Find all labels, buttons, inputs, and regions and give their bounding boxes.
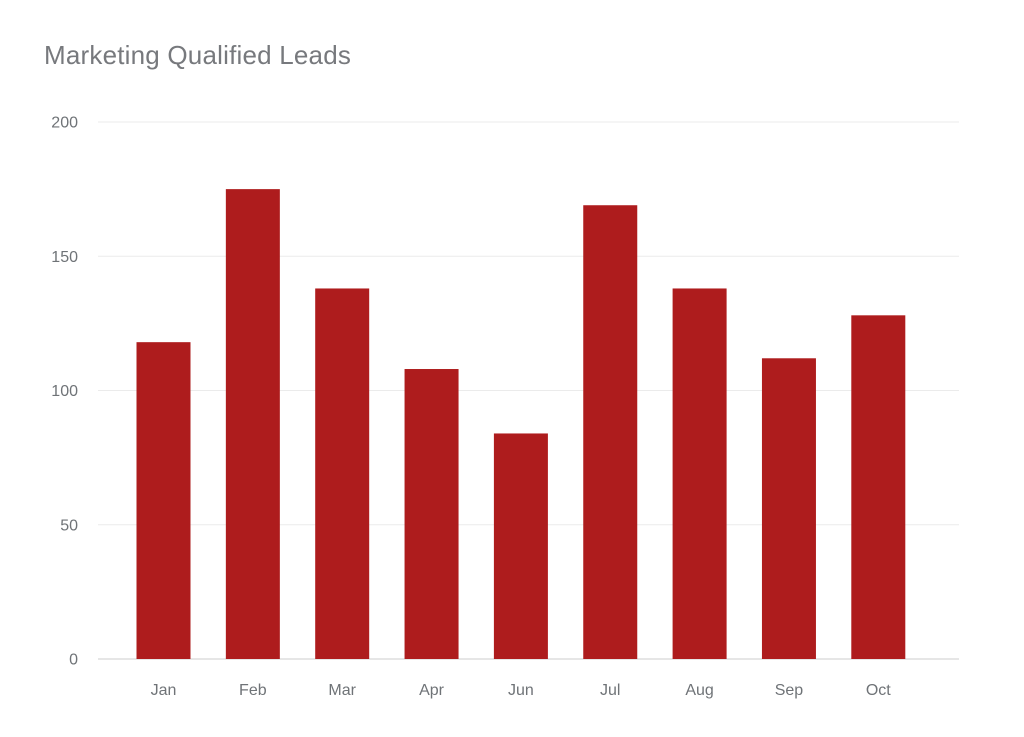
y-tick-label-150: 150 bbox=[51, 249, 78, 266]
bar-apr[interactable] bbox=[404, 369, 459, 659]
y-tick-label-50: 50 bbox=[60, 517, 78, 534]
bar-feb[interactable] bbox=[225, 189, 280, 659]
bar-jan[interactable] bbox=[136, 342, 191, 659]
y-tick-label-0: 0 bbox=[69, 652, 78, 669]
bar-mar[interactable] bbox=[315, 288, 370, 659]
bar-oct[interactable] bbox=[851, 315, 906, 659]
x-tick-label-feb: Feb bbox=[239, 682, 267, 699]
x-tick-label-jun: Jun bbox=[508, 682, 534, 699]
x-tick-label-apr: Apr bbox=[419, 682, 445, 699]
bars-layer bbox=[136, 189, 906, 660]
x-tick-label-oct: Oct bbox=[866, 682, 891, 699]
bar-aug[interactable] bbox=[672, 288, 727, 659]
labels-layer: 0 50 100 150 200 Jan Feb Mar Apr Jun Jul Aug Sep Oct bbox=[51, 115, 891, 700]
y-tick-label-100: 100 bbox=[51, 383, 78, 400]
x-tick-label-sep: Sep bbox=[775, 682, 804, 699]
bar-jul[interactable] bbox=[583, 205, 638, 660]
x-tick-label-jan: Jan bbox=[151, 682, 177, 699]
chart-title: Marketing Qualified Leads bbox=[44, 40, 352, 70]
x-tick-label-jul: Jul bbox=[600, 682, 620, 699]
x-tick-label-mar: Mar bbox=[328, 682, 356, 699]
y-tick-label-200: 200 bbox=[51, 115, 78, 132]
bar-sep[interactable] bbox=[761, 358, 816, 659]
bar-jun[interactable] bbox=[493, 433, 548, 659]
x-tick-label-aug: Aug bbox=[685, 682, 713, 699]
